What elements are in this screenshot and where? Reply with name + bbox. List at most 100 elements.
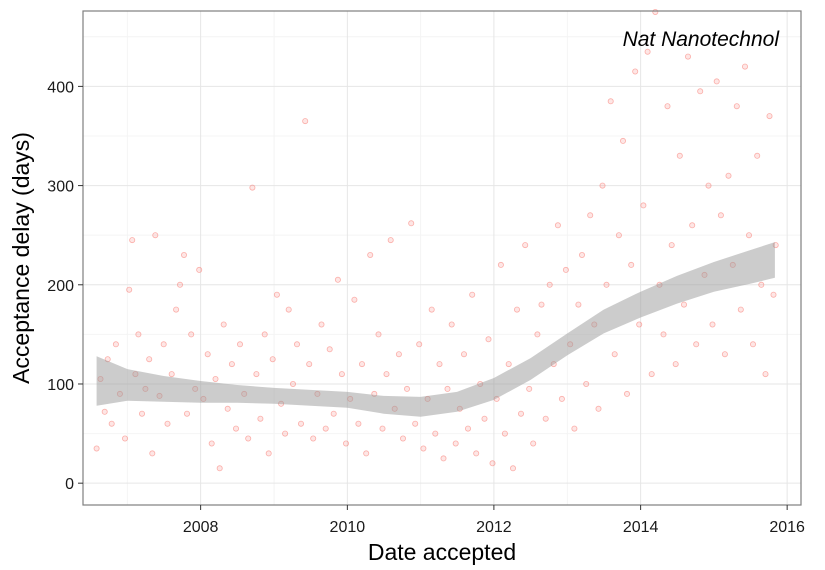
data-point bbox=[460, 351, 467, 358]
data-point bbox=[224, 405, 231, 412]
data-point bbox=[112, 341, 119, 348]
data-point bbox=[342, 440, 349, 447]
x-axis-title: Date accepted bbox=[368, 539, 516, 565]
data-point bbox=[624, 390, 631, 397]
data-point bbox=[436, 361, 443, 368]
data-point bbox=[212, 375, 219, 382]
data-point bbox=[265, 450, 272, 457]
data-point bbox=[326, 346, 333, 353]
data-point bbox=[721, 351, 728, 358]
data-point bbox=[379, 425, 386, 432]
data-point bbox=[289, 380, 296, 387]
data-point bbox=[558, 395, 565, 402]
data-point bbox=[176, 281, 183, 288]
data-point bbox=[330, 410, 337, 417]
data-point bbox=[733, 103, 740, 110]
data-point bbox=[522, 242, 529, 249]
data-point bbox=[562, 266, 569, 273]
data-point bbox=[668, 242, 675, 249]
data-point bbox=[758, 281, 765, 288]
confidence-band bbox=[96, 242, 775, 417]
data-point bbox=[636, 321, 643, 328]
x-tick-label: 2014 bbox=[623, 519, 659, 536]
data-point bbox=[375, 331, 382, 338]
data-point bbox=[168, 371, 175, 378]
data-point bbox=[306, 361, 313, 368]
data-point bbox=[188, 331, 195, 338]
x-tick-label: 2016 bbox=[769, 519, 805, 536]
data-point bbox=[412, 420, 419, 427]
data-point bbox=[518, 410, 525, 417]
data-point bbox=[149, 450, 156, 457]
data-point bbox=[432, 430, 439, 437]
data-point bbox=[387, 237, 394, 244]
data-point bbox=[269, 356, 276, 363]
data-point bbox=[403, 385, 410, 392]
data-point bbox=[709, 321, 716, 328]
data-point bbox=[164, 420, 171, 427]
data-point bbox=[428, 306, 435, 313]
data-point bbox=[526, 385, 533, 392]
data-point bbox=[766, 113, 773, 120]
data-point bbox=[444, 385, 451, 392]
data-point bbox=[750, 341, 757, 348]
data-point bbox=[611, 351, 618, 358]
data-point bbox=[620, 137, 627, 144]
data-point bbox=[509, 465, 516, 472]
data-point bbox=[282, 430, 289, 437]
x-tick-label: 2012 bbox=[476, 519, 512, 536]
panel-annotation: Nat Nanotechnol bbox=[623, 28, 781, 51]
data-point bbox=[676, 152, 683, 159]
data-point bbox=[204, 351, 211, 358]
data-point bbox=[416, 341, 423, 348]
data-point bbox=[297, 420, 304, 427]
data-point bbox=[318, 321, 325, 328]
data-point bbox=[420, 445, 427, 452]
data-point bbox=[579, 251, 586, 258]
data-point bbox=[261, 331, 268, 338]
data-point bbox=[648, 371, 655, 378]
data-point bbox=[334, 276, 341, 283]
data-point bbox=[746, 232, 753, 239]
data-point bbox=[273, 291, 280, 298]
data-point bbox=[534, 331, 541, 338]
data-point bbox=[672, 361, 679, 368]
data-point bbox=[253, 371, 260, 378]
data-point bbox=[505, 361, 512, 368]
data-point bbox=[351, 296, 358, 303]
x-tick-label: 2010 bbox=[330, 519, 366, 536]
data-point bbox=[257, 415, 264, 422]
data-point bbox=[575, 301, 582, 308]
data-point bbox=[228, 361, 235, 368]
data-point bbox=[501, 430, 508, 437]
data-point bbox=[232, 425, 239, 432]
data-point bbox=[705, 182, 712, 189]
data-point bbox=[583, 380, 590, 387]
data-point bbox=[469, 291, 476, 298]
data-point bbox=[538, 301, 545, 308]
data-point bbox=[358, 361, 365, 368]
data-point bbox=[122, 435, 129, 442]
data-point bbox=[546, 281, 553, 288]
data-point bbox=[514, 306, 521, 313]
data-point bbox=[644, 48, 651, 55]
data-point bbox=[689, 222, 696, 229]
data-point bbox=[603, 281, 610, 288]
data-point bbox=[713, 78, 720, 85]
data-point bbox=[216, 465, 223, 472]
data-point bbox=[196, 266, 203, 273]
data-point bbox=[599, 182, 606, 189]
y-axis: 0 100 200 300 400 bbox=[47, 79, 83, 493]
data-point bbox=[554, 222, 561, 229]
data-point bbox=[697, 88, 704, 95]
data-point bbox=[485, 336, 492, 343]
data-point bbox=[725, 172, 732, 179]
data-point bbox=[220, 321, 227, 328]
data-point bbox=[310, 435, 317, 442]
data-point bbox=[640, 202, 647, 209]
data-point bbox=[685, 53, 692, 60]
y-tick-label: 300 bbox=[47, 179, 74, 196]
data-point bbox=[737, 306, 744, 313]
data-point bbox=[717, 212, 724, 219]
